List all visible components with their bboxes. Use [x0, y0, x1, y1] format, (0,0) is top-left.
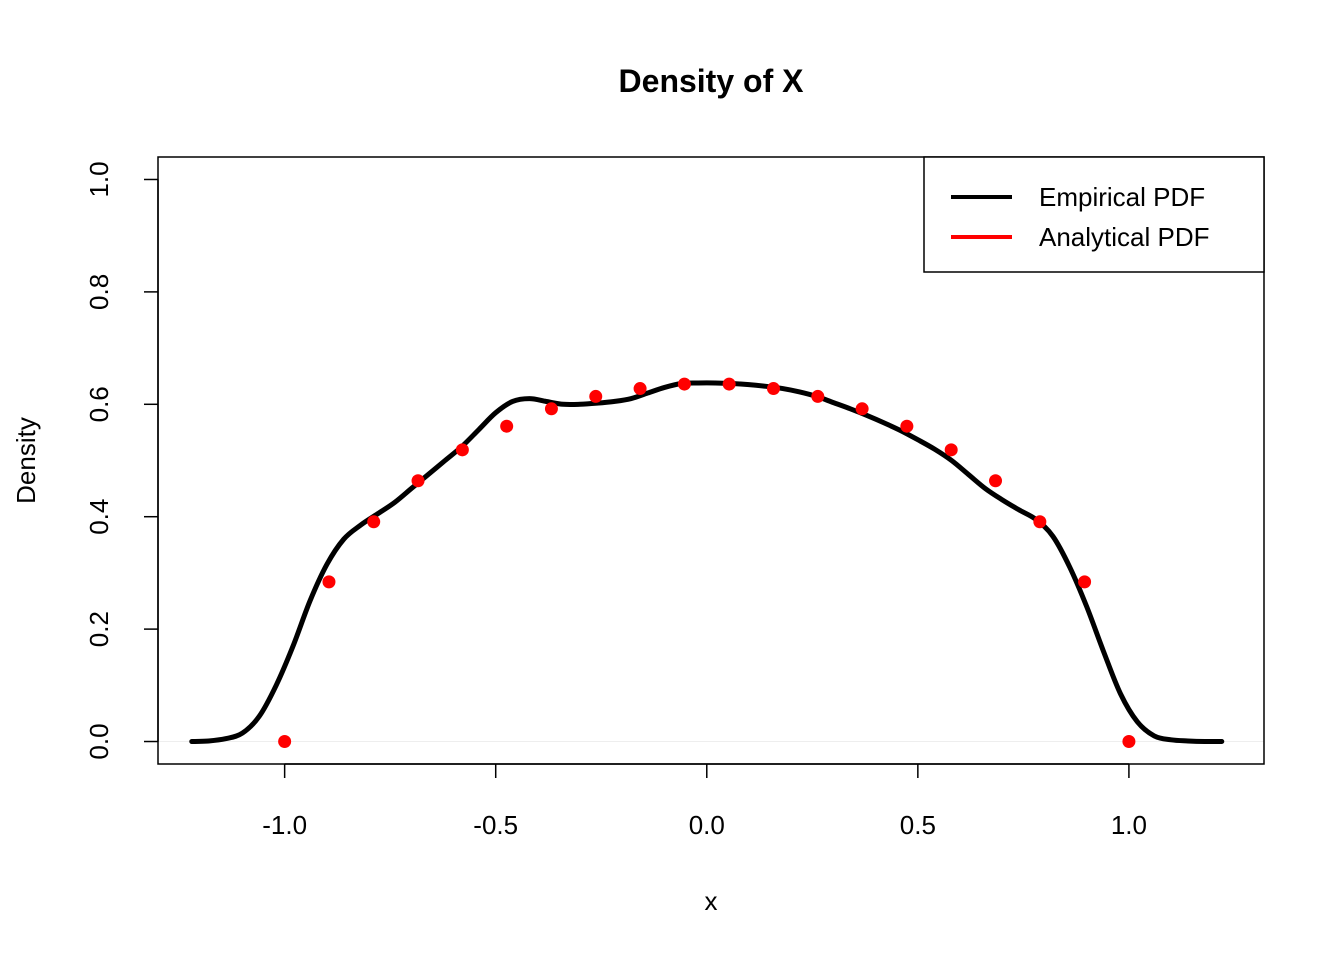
- y-tick-label: 0.2: [84, 611, 114, 647]
- analytical-pdf-point: [589, 389, 603, 403]
- analytical-pdf-point: [633, 382, 647, 396]
- analytical-pdf-point: [766, 382, 780, 396]
- analytical-pdf-point: [900, 419, 914, 433]
- analytical-pdf-point: [367, 515, 381, 529]
- y-tick-label: 1.0: [84, 161, 114, 197]
- analytical-pdf-point: [322, 575, 336, 589]
- analytical-pdf-point: [722, 377, 736, 391]
- analytical-pdf-point: [1122, 735, 1136, 749]
- analytical-pdf-point: [811, 389, 825, 403]
- x-tick-label: 1.0: [1111, 810, 1147, 840]
- axes: -1.0 -0.5 0.0 0.5 1.0 0.0 0.2 0.4 0.6 0.8 1.0: [84, 156, 1265, 840]
- y-tick-label: 0.8: [84, 274, 114, 310]
- x-axis-label: x: [705, 886, 718, 916]
- legend-label: Analytical PDF: [1039, 222, 1210, 252]
- analytical-pdf-point: [500, 419, 514, 433]
- x-tick-label: -1.0: [262, 810, 307, 840]
- legend-box: [923, 156, 1265, 273]
- y-tick-label: 0.4: [84, 499, 114, 535]
- legend-label: Empirical PDF: [1039, 182, 1205, 212]
- analytical-pdf-point: [411, 474, 425, 488]
- x-tick-label: 0.5: [900, 810, 936, 840]
- analytical-pdf-point: [989, 474, 1003, 488]
- y-tick-label: 0.0: [84, 723, 114, 759]
- y-axis-label: Density: [11, 417, 41, 504]
- analytical-pdf-point: [1078, 575, 1092, 589]
- x-tick-label: -0.5: [473, 810, 518, 840]
- analytical-pdf-point: [278, 735, 292, 749]
- plot-area: [158, 377, 1264, 749]
- analytical-pdf-point: [455, 443, 469, 457]
- x-tick-label: 0.0: [689, 810, 725, 840]
- y-tick-label: 0.6: [84, 386, 114, 422]
- chart-title: Density of X: [619, 63, 805, 99]
- analytical-pdf-point: [544, 402, 558, 416]
- analytical-pdf-point: [944, 443, 958, 457]
- analytical-pdf-point: [1033, 515, 1047, 529]
- series-line-empirical-pdf: [189, 380, 1225, 745]
- analytical-pdf-point: [677, 377, 691, 391]
- legend: Empirical PDF Analytical PDF: [923, 156, 1265, 273]
- analytical-pdf-point: [855, 402, 869, 416]
